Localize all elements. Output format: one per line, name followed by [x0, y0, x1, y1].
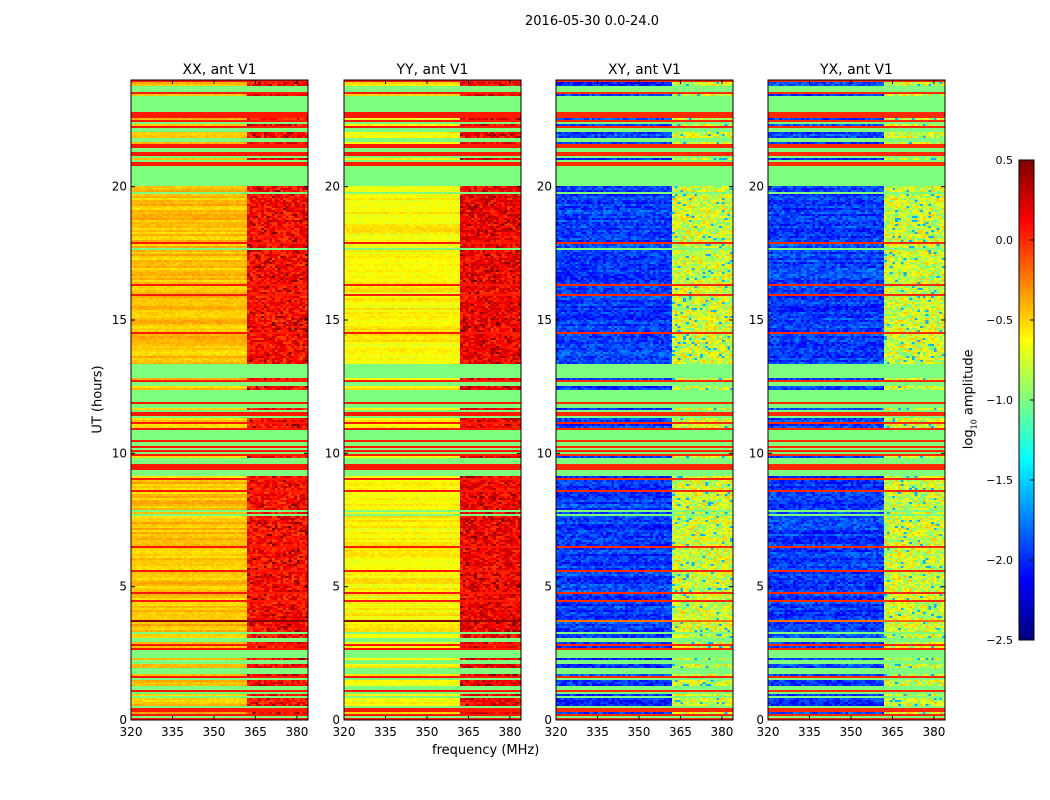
figure-title: 2016-05-30 0.0-24.0: [525, 14, 659, 29]
colorbar-tick-label: −1.0: [986, 394, 1013, 407]
colorbar-tick-label: 0.5: [996, 154, 1014, 167]
y-tick-label: 10: [325, 446, 340, 460]
x-tick-label: 380: [710, 725, 733, 739]
colorbar: [1019, 160, 1034, 640]
y-tick-label: 15: [537, 313, 552, 327]
x-tick-label: 350: [628, 725, 651, 739]
x-tick-label: 380: [285, 725, 308, 739]
y-tick-label: 10: [112, 446, 127, 460]
y-tick-label: 15: [325, 313, 340, 327]
heatmap-yy: [344, 80, 521, 720]
y-tick-label: 0: [119, 713, 127, 727]
panel-title: YX, ant V1: [819, 62, 893, 78]
panel-title: XY, ant V1: [608, 62, 681, 78]
x-tick-label: 365: [244, 725, 267, 739]
y-tick-label: 0: [756, 713, 764, 727]
x-tick-label: 335: [798, 725, 821, 739]
x-tick-label: 365: [669, 725, 692, 739]
x-tick-label: 350: [416, 725, 439, 739]
colorbar-tick-label: −2.5: [986, 634, 1013, 647]
y-tick-label: 20: [749, 180, 764, 194]
y-tick-label: 20: [537, 180, 552, 194]
colorbar-tick-label: −1.5: [986, 474, 1013, 487]
panel-frame: [555, 79, 734, 721]
x-tick-label: 335: [374, 725, 397, 739]
y-tick-label: 5: [756, 580, 764, 594]
x-tick-label: 350: [203, 725, 226, 739]
heatmap-yx: [768, 80, 945, 720]
x-tick-label: 320: [757, 725, 780, 739]
x-tick-label: 320: [120, 725, 143, 739]
y-tick-label: 5: [332, 580, 340, 594]
x-tick-label: 365: [457, 725, 480, 739]
y-tick-label: 15: [749, 313, 764, 327]
x-tick-label: 320: [333, 725, 356, 739]
y-tick-label: 10: [537, 446, 552, 460]
y-tick-label: 10: [749, 446, 764, 460]
heatmap-xx: [131, 80, 308, 720]
x-tick-label: 335: [161, 725, 184, 739]
y-tick-label: 0: [544, 713, 552, 727]
y-tick-label: 20: [112, 180, 127, 194]
x-tick-label: 380: [922, 725, 945, 739]
x-tick-label: 365: [881, 725, 904, 739]
panel-title: YY, ant V1: [396, 62, 469, 78]
x-tick-label: 320: [545, 725, 568, 739]
x-tick-label: 350: [840, 725, 863, 739]
colorbar-tick-label: −2.0: [986, 554, 1013, 567]
x-tick-label: 380: [498, 725, 521, 739]
y-tick-label: 15: [112, 313, 127, 327]
panel-frame: [343, 79, 522, 721]
y-tick-label: 5: [544, 580, 552, 594]
panel-frame: [130, 79, 309, 721]
heatmap-xy: [556, 80, 733, 720]
y-tick-label: 0: [332, 713, 340, 727]
y-tick-label: 20: [325, 180, 340, 194]
x-tick-label: 335: [586, 725, 609, 739]
panel-title: XX, ant V1: [183, 62, 257, 78]
panel-frame: [767, 79, 946, 721]
x-axis-label: frequency (MHz): [432, 743, 540, 758]
colorbar-tick-label: −0.5: [986, 314, 1013, 327]
colorbar-tick-label: 0.0: [996, 234, 1014, 247]
y-tick-label: 5: [119, 580, 127, 594]
